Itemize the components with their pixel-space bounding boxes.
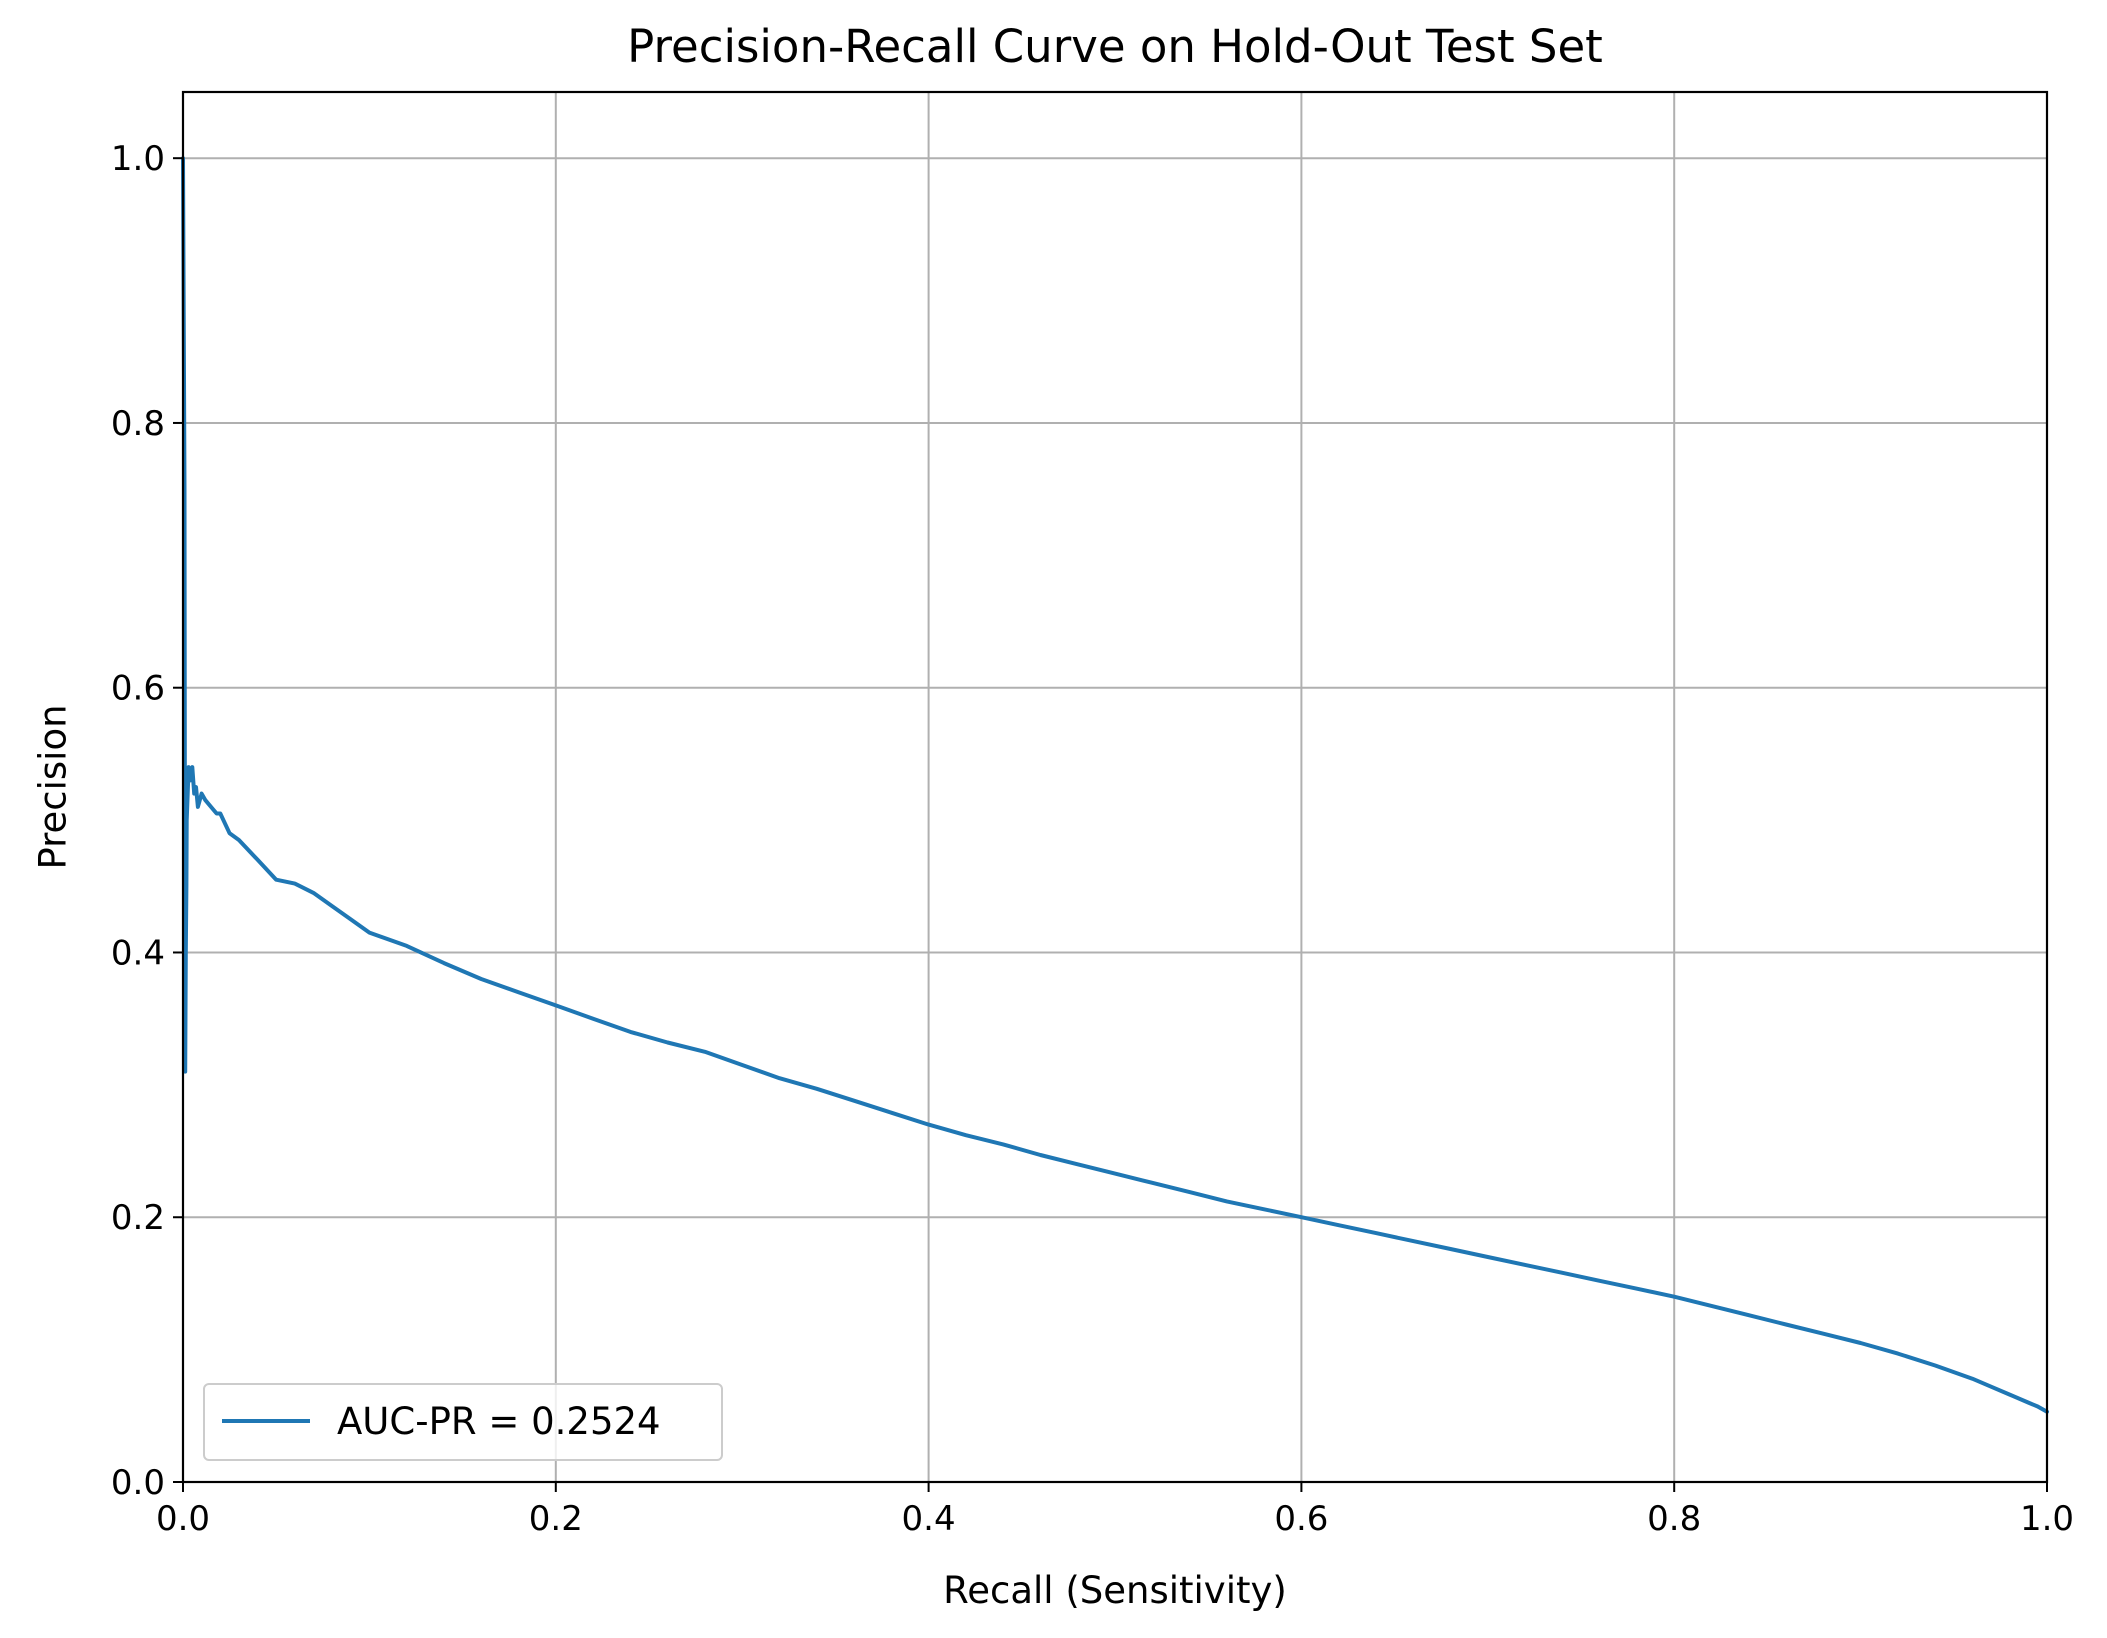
series-layer [181, 156, 2049, 1414]
x-tick-label: 0.8 [1647, 1499, 1701, 1539]
x-tick-label: 0.4 [902, 1499, 956, 1539]
y-tick-label: 0.0 [111, 1463, 165, 1503]
x-tick-label: 1.0 [2020, 1499, 2074, 1539]
chart-title: Precision-Recall Curve on Hold-Out Test … [627, 20, 1603, 73]
y-tick-label: 1.0 [111, 139, 165, 179]
x-axis-label: Recall (Sensitivity) [943, 1569, 1287, 1612]
legend: AUC-PR = 0.2524 [203, 1383, 723, 1461]
x-tick-label: 0.2 [529, 1499, 583, 1539]
y-axis-label: Precision [32, 704, 75, 869]
x-tick-label: 0.6 [1274, 1499, 1328, 1539]
y-tick-label: 0.4 [111, 933, 165, 973]
plot-frame [181, 90, 2049, 1484]
x-tick-label: 0.0 [156, 1499, 210, 1539]
series-line [181, 156, 2049, 1414]
y-tick-label: 0.2 [111, 1198, 165, 1238]
y-tick-label: 0.6 [111, 669, 165, 709]
ticks: 0.0 0.2 0.4 0.6 0.8 1.0 0.0 0.2 0.4 0.6 0.8 1.0 [111, 139, 2074, 1539]
legend-box [203, 1383, 723, 1461]
y-tick-label: 0.8 [111, 404, 165, 444]
gridlines [182, 92, 2048, 1483]
legend-label: AUC-PR = 0.2524 [337, 1400, 661, 1443]
